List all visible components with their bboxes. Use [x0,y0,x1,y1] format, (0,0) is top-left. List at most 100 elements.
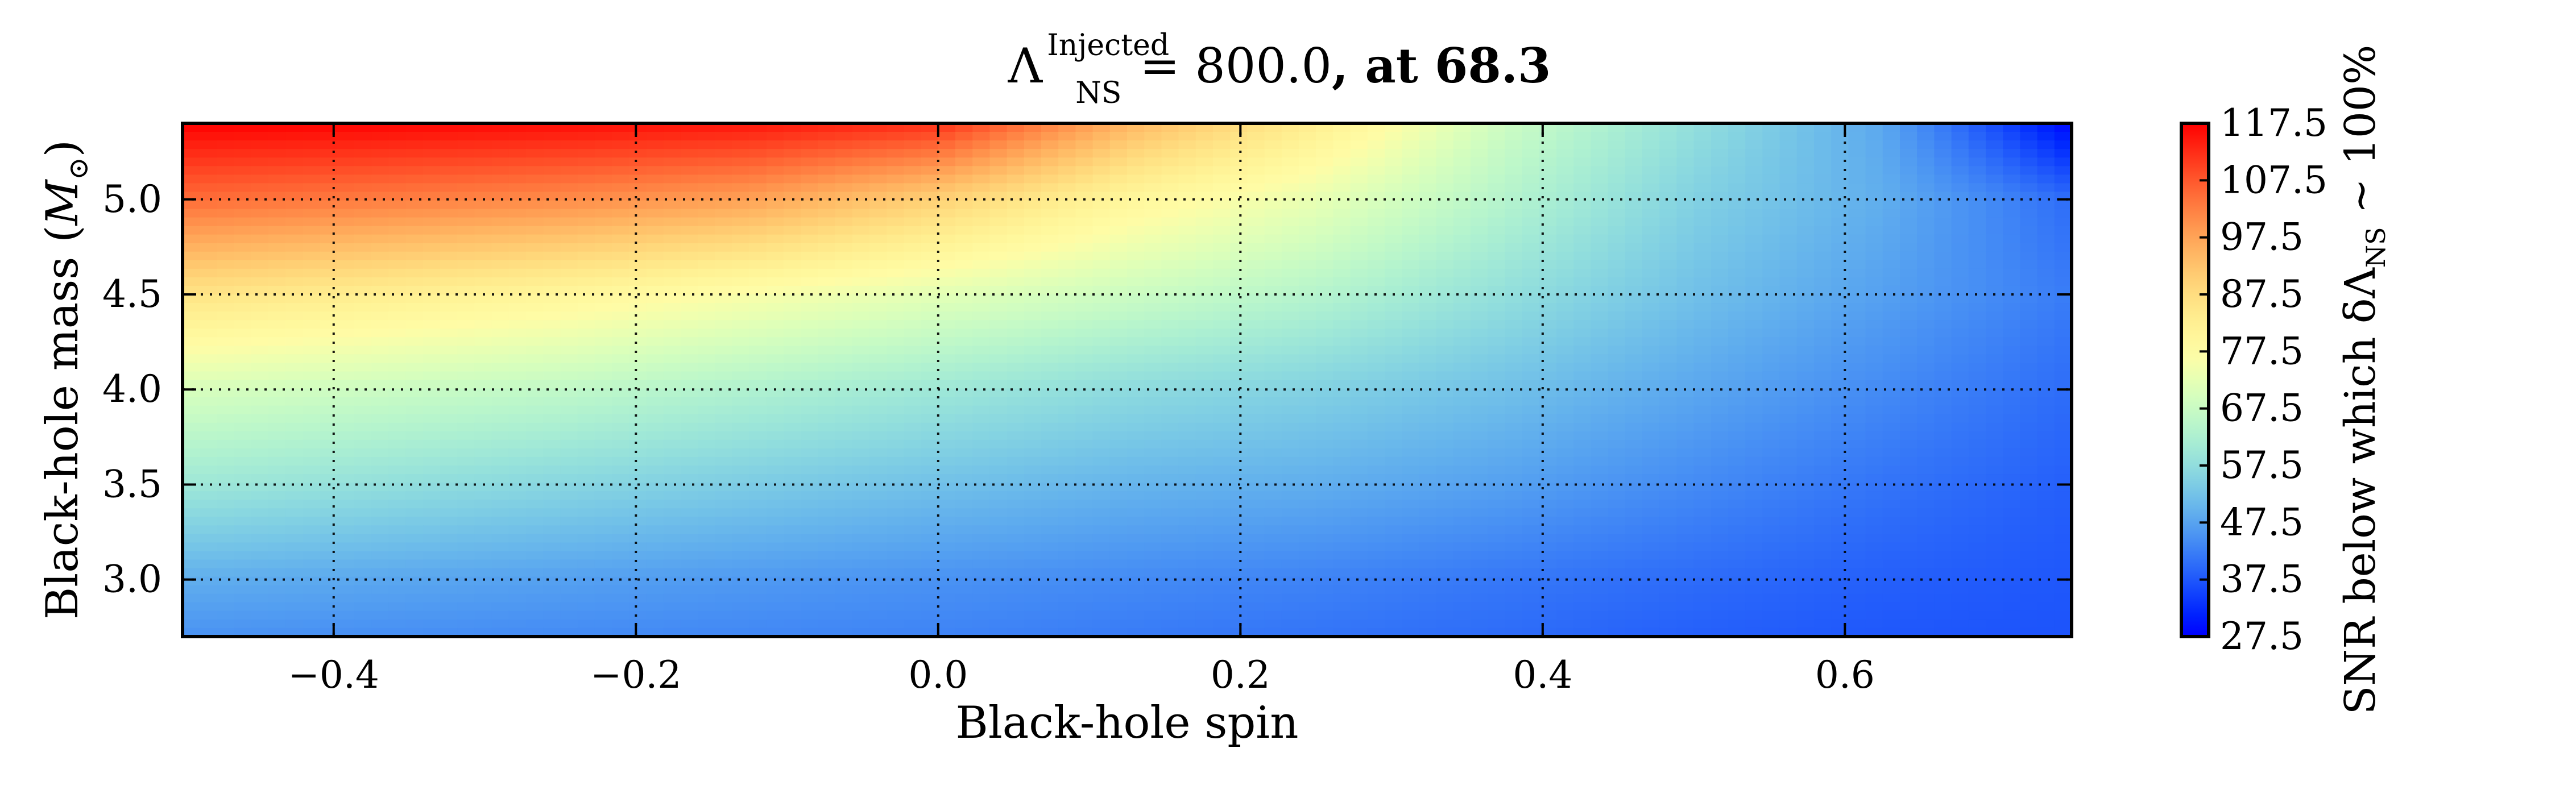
heatmap-cell [1968,491,1986,501]
heatmap-cell [1934,414,1952,423]
heatmap-cell [2020,483,2038,492]
heatmap-cell [1608,500,1626,509]
heatmap-cell [680,277,698,286]
heatmap-cell [371,294,390,304]
heatmap-cell [200,431,218,440]
heatmap-cell [1951,439,1969,449]
heatmap-cell [1281,268,1299,278]
heatmap-cell [1385,397,1403,406]
heatmap-cell [612,380,630,389]
heatmap-cell [1848,132,1866,142]
heatmap-cell [508,268,527,278]
heatmap-cell [1041,491,1059,501]
heatmap-cell [1522,268,1540,278]
heatmap-cell [1505,209,1523,218]
heatmap-cell [1299,183,1317,193]
heatmap-cell [560,174,578,184]
heatmap-cell [457,234,475,244]
heatmap-cell [508,466,527,475]
heatmap-cell [1109,448,1128,458]
heatmap-cell [1247,483,1265,492]
heatmap-cell [371,183,390,193]
heatmap-cell [1625,174,1643,184]
heatmap-cell [371,320,390,330]
heatmap-cell [1779,466,1798,475]
heatmap-cell [766,217,784,227]
heatmap-cell [1471,431,1489,440]
heatmap-cell [1007,456,1025,466]
heatmap-cell [766,388,784,398]
heatmap-cell [869,448,888,458]
heatmap-cell [801,337,819,347]
heatmap-cell [1917,466,1935,475]
heatmap-cell [1745,456,1763,466]
heatmap-cell [1024,439,1042,449]
heatmap-cell [887,354,905,364]
heatmap-cell [1109,226,1128,235]
heatmap-cell [1848,268,1866,278]
heatmap-cell [2037,380,2055,389]
heatmap-cell [1900,371,1918,381]
heatmap-cell [766,268,784,278]
heatmap-cell [183,277,201,286]
heatmap-cell [784,439,802,449]
heatmap-cell [784,363,802,372]
heatmap-cell [887,346,905,355]
heatmap-cell [303,123,321,133]
heatmap-cell [1642,285,1660,295]
heatmap-cell [560,431,578,440]
heatmap-cell [1316,397,1334,406]
heatmap-cell [766,140,784,150]
heatmap-cell [1865,456,1883,466]
heatmap-cell [1453,466,1471,475]
heatmap-cell [491,388,510,398]
heatmap-cell [801,174,819,184]
heatmap-cell [1556,294,1575,304]
heatmap-cell [921,491,939,501]
heatmap-cell [1007,388,1025,398]
heatmap-cell [1488,260,1506,269]
heatmap-cell [1024,380,1042,389]
heatmap-cell [955,320,974,330]
heatmap-cell [371,243,390,252]
heatmap-cell [1333,491,1351,501]
heatmap-cell [268,500,287,509]
heatmap-cell [2054,380,2072,389]
heatmap-cell [835,226,853,235]
heatmap-cell [835,466,853,475]
heatmap-cell [1402,132,1420,142]
heatmap-cell [1024,422,1042,432]
heatmap-cell [337,251,355,261]
heatmap-cell [784,123,802,133]
heatmap-cell [1986,363,2004,372]
heatmap-cell [1968,277,1986,286]
heatmap-cell [2054,234,2072,244]
heatmap-cell [1642,192,1660,201]
heatmap-cell [285,140,304,150]
heatmap-cell [749,294,767,304]
heatmap-cell [1556,251,1575,261]
heatmap-cell [2003,123,2021,133]
heatmap-cell [1264,388,1282,398]
heatmap-cell [801,320,819,330]
heatmap-cell [715,508,733,518]
heatmap-cell [1573,209,1592,218]
heatmap-cell [1865,260,1883,269]
heatmap-cell [1625,431,1643,440]
heatmap-cell [1591,405,1609,415]
heatmap-cell [1092,388,1111,398]
heatmap-cell [1968,268,1986,278]
heatmap-cell [234,268,252,278]
heatmap-cell [388,234,407,244]
heatmap-cell [1161,414,1179,423]
heatmap-cell [698,200,716,210]
heatmap-cell [183,183,201,193]
heatmap-cell [766,363,784,372]
heatmap-cell [234,431,252,440]
heatmap-cell [285,132,304,142]
heatmap-cell [1471,174,1489,184]
heatmap-cell [577,354,595,364]
heatmap-cell [1573,422,1592,432]
heatmap-cell [1007,405,1025,415]
heatmap-cell [1333,294,1351,304]
